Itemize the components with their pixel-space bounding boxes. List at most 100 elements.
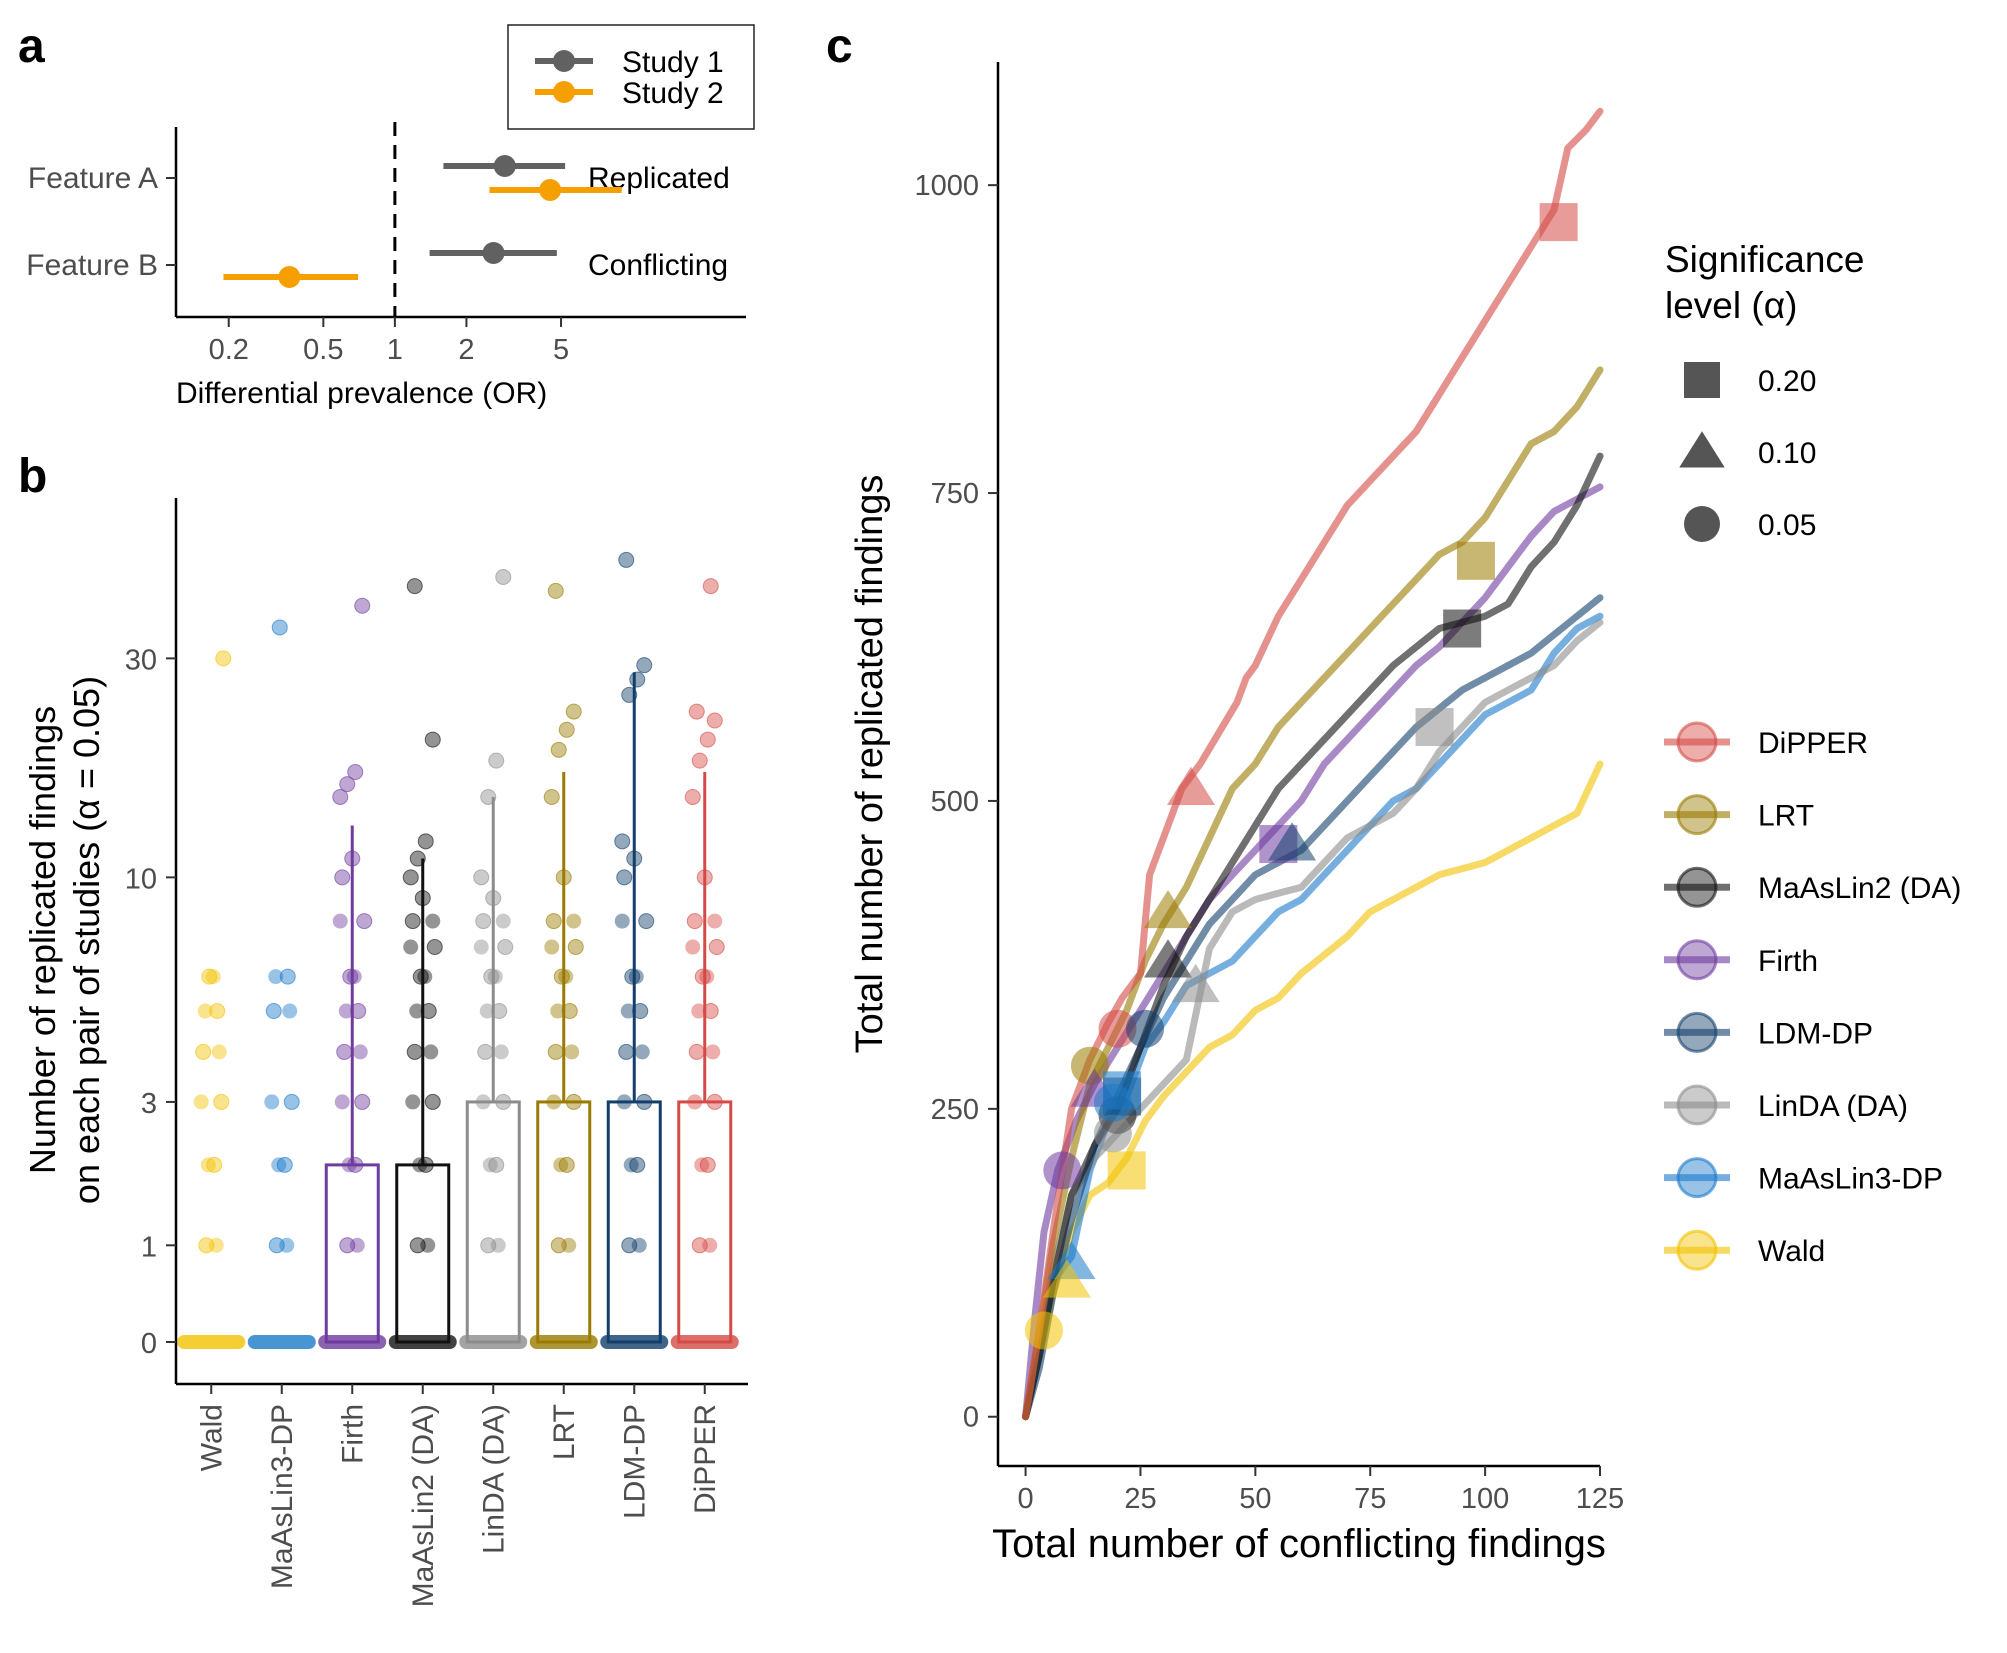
point-dipper-10 (696, 869, 713, 886)
point-ldm-dp-12 (614, 833, 631, 850)
legend-c-shape-triangle (1679, 431, 1725, 468)
point-wald-2-b (200, 1157, 216, 1173)
point-lrt-4 (547, 1043, 564, 1060)
point-maaslin2-da-10 (402, 869, 419, 886)
point-maaslin2-da-7 (426, 939, 443, 956)
point-lrt-15 (543, 788, 560, 805)
tick-label-c-x-0: 0 (1018, 1483, 1034, 1515)
legend-c-label-maaslin2-da: MaAsLin2 (DA) (1758, 872, 1961, 905)
point-firth-3 (354, 1093, 371, 1110)
bar-firth (324, 1163, 380, 1344)
point-firth-8-b (332, 913, 348, 929)
point-lrt-8-b (566, 913, 582, 929)
point-ldm-dp-3 (636, 1093, 653, 1110)
point-firth-1-b (349, 1237, 365, 1253)
point-dipper-7 (708, 939, 725, 956)
tick-label-b-y-3: 3 (141, 1088, 157, 1120)
legend-c-shape-circle (1684, 506, 1720, 542)
point-ldm-dp-8-b (614, 913, 630, 929)
point-wald-3-b (193, 1094, 209, 1110)
zero-cluster-firth (318, 1335, 387, 1349)
point-dipper-8-b (707, 913, 723, 929)
point-lrt-2-b (553, 1157, 569, 1173)
marker-linda-da-alpha-0-20 (1415, 708, 1454, 747)
point-linda-da-9 (485, 890, 502, 907)
series-markers (1024, 203, 1578, 1350)
point-firth-39 (354, 597, 371, 614)
point-maaslin3-dp-35 (271, 619, 288, 636)
point-linda-da-2-b (482, 1157, 498, 1173)
point-maaslin2-da-4-b (423, 1044, 439, 1060)
point-maaslin2-da-6-b (417, 969, 433, 985)
tick-label-a-x-0-5: 0.5 (303, 334, 343, 366)
point-wald-4-b (211, 1044, 227, 1060)
point-lrt-4-b (564, 1044, 580, 1060)
legend-c-key-point-linda-da (1676, 1084, 1718, 1126)
point-maaslin3-dp-1-b (279, 1237, 295, 1253)
point-linda-da-6-b (487, 969, 503, 985)
point-maaslin2-da-11 (409, 850, 426, 867)
tick-label-a-x-1: 1 (387, 334, 403, 366)
point-maaslin3-dp-3 (283, 1093, 300, 1110)
point-maaslin2-da-5 (420, 1003, 437, 1020)
point-firth-17 (347, 764, 364, 781)
tick-label-a-x-0-2: 0.2 (209, 334, 249, 366)
point-wald-6-b (205, 969, 221, 985)
point-firth-6 (342, 968, 359, 985)
point-wald-1-b (208, 1237, 224, 1253)
legend-c-key-point-firth (1676, 939, 1718, 981)
point-lrt-42 (547, 582, 564, 599)
tick-label-b-y-10: 10 (125, 863, 157, 895)
legend-c-label-ldm-dp: LDM-DP (1758, 1017, 1873, 1050)
point-firth-5 (350, 1003, 367, 1020)
point-dipper-15 (684, 788, 701, 805)
point-dipper-2 (699, 1156, 716, 1173)
tick-label-c-y-250: 250 (931, 1094, 979, 1126)
panel-label-c: c (826, 20, 853, 73)
point-firth-5-b (338, 1003, 354, 1019)
point-linda-da-18 (488, 752, 505, 769)
point-dipper-2-b (694, 1157, 710, 1173)
point-ldm-dp-11 (626, 850, 643, 867)
point-maaslin2-da-43 (406, 578, 423, 595)
tick-label-a-x-2: 2 (458, 334, 474, 366)
zero-cluster-maaslin2-da (388, 1335, 457, 1349)
point-ldm-dp-10 (616, 869, 633, 886)
point-dipper-3-b (687, 1094, 703, 1110)
point-dipper-22 (706, 712, 723, 729)
point-dipper-6 (694, 968, 711, 985)
point-dipper-4-b (705, 1044, 721, 1060)
line-ldm-dp (1022, 594, 1604, 1421)
legend-c-label-linda-da: LinDA (DA) (1758, 1090, 1908, 1123)
legend-c-shape-label-0-05: 0.05 (1758, 509, 1816, 542)
annotation-conflicting: Conflicting (588, 249, 728, 282)
panel-label-b: b (18, 450, 47, 503)
point-maaslin2-da-5-b (409, 1003, 425, 1019)
point-linda-da-4 (477, 1043, 494, 1060)
marker-lrt-alpha-0-05 (1070, 1046, 1109, 1085)
point-linda-da-8-b (495, 913, 511, 929)
point-maaslin2-da-4 (406, 1043, 423, 1060)
zero-cluster-linda-da (459, 1335, 528, 1349)
tick-label-c-x-100: 100 (1461, 1483, 1509, 1515)
marker-lrt-alpha-0-20 (1456, 541, 1495, 580)
legend-c-shape-label-0-10: 0.10 (1758, 437, 1816, 470)
line-linda-da (1022, 618, 1604, 1421)
legend-c-key-point-lrt (1676, 794, 1718, 836)
point-ldm-dp-4 (618, 1043, 635, 1060)
point-firth-11 (344, 850, 361, 867)
point-ldm-dp-5-b (620, 1003, 636, 1019)
point-maaslin2-da-12 (417, 833, 434, 850)
zero-cluster-lrt (529, 1335, 598, 1349)
point-linda-da-10 (473, 869, 490, 886)
point-dipper-1-b (702, 1237, 718, 1253)
point-ldm-dp-2-b (623, 1157, 639, 1173)
point-maaslin2-da-7-b (403, 939, 419, 955)
legend-c-label-wald: Wald (1758, 1235, 1825, 1268)
legend-c-title-line1: Significance (1665, 239, 1865, 280)
tick-label-b-x-lrt: LRT (548, 1404, 581, 1460)
marker-maaslin2-da-alpha-0-10 (1143, 939, 1193, 978)
legend-c-title-line2: level (α) (1665, 285, 1797, 326)
tick-label-b-y-1: 1 (141, 1231, 157, 1263)
point-firth-4-b (352, 1044, 368, 1060)
